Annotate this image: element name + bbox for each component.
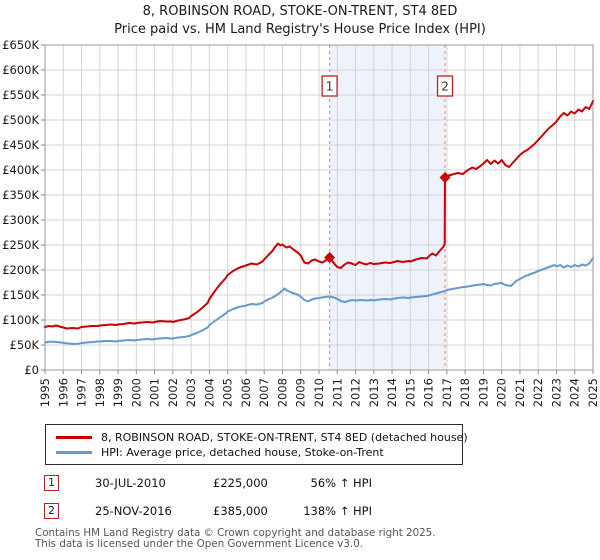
x-axis-tick-label: 2005 bbox=[221, 378, 235, 407]
footer-line-2: This data is licensed under the Open Gov… bbox=[35, 537, 364, 550]
y-axis-tick-label: £650K bbox=[2, 38, 39, 52]
x-axis-tick-label: 2007 bbox=[257, 378, 271, 407]
x-axis-tick-label: 2000 bbox=[129, 378, 143, 407]
transaction-1-date: 30-JUL-2010 bbox=[95, 476, 166, 490]
x-axis-tick-label: 2018 bbox=[458, 378, 472, 407]
x-axis-tick-label: 1999 bbox=[111, 378, 125, 407]
y-axis-tick-label: £150K bbox=[2, 288, 39, 302]
y-axis-tick-label: £350K bbox=[2, 188, 39, 202]
plot-border bbox=[44, 44, 594, 371]
chart-legend: 8, ROBINSON ROAD, STOKE-ON-TRENT, ST4 8E… bbox=[45, 424, 468, 465]
x-axis-tick-label: 2001 bbox=[148, 378, 162, 407]
property-price-line bbox=[44, 100, 594, 330]
transaction-2-price: £385,000 bbox=[213, 504, 268, 518]
y-axis-tick-label: £450K bbox=[2, 138, 39, 152]
transaction-2-hpi-change: 138% ↑ HPI bbox=[303, 504, 372, 518]
transaction-1-price: £225,000 bbox=[213, 476, 268, 490]
x-axis-tick-label: 2009 bbox=[294, 378, 308, 407]
legend-entry-property: 8, ROBINSON ROAD, STOKE-ON-TRENT, ST4 8E… bbox=[46, 430, 468, 445]
x-axis-tick-label: 2011 bbox=[330, 378, 344, 407]
y-axis-tick-label: £250K bbox=[2, 238, 39, 252]
sale-1-diamond-marker bbox=[324, 252, 336, 263]
x-axis-tick-label: 2024 bbox=[568, 378, 582, 407]
between-sales-band bbox=[329, 45, 446, 370]
y-axis-tick-label: £550K bbox=[2, 88, 39, 102]
x-axis-tick-label: 2002 bbox=[166, 378, 180, 407]
x-axis-tick-label: 2003 bbox=[184, 378, 198, 407]
sale-2-flag-number: 2 bbox=[441, 80, 449, 94]
sale-2-flag-box bbox=[436, 75, 454, 97]
y-axis-tick-label: £500K bbox=[2, 113, 39, 127]
license-footer: Contains HM Land Registry data © Crown c… bbox=[35, 528, 436, 550]
x-axis-tick-label: 1997 bbox=[75, 378, 89, 407]
y-axis-tick-label: £50K bbox=[10, 338, 40, 352]
sale-1-flag-number: 1 bbox=[326, 80, 334, 94]
x-axis-tick-label: 2013 bbox=[367, 378, 381, 407]
transaction-2-date: 25-NOV-2016 bbox=[95, 504, 172, 518]
x-axis-tick-label: 2004 bbox=[202, 378, 216, 407]
x-axis-tick-label: 1995 bbox=[38, 378, 52, 407]
transaction-row-2: 2 25-NOV-2016 £385,000 138% ↑ HPI bbox=[0, 503, 600, 523]
x-axis-tick-label: 2016 bbox=[422, 378, 436, 407]
y-axis-tick-label: £400K bbox=[2, 163, 39, 177]
legend-entry-hpi: HPI: Average price, detached house, Stok… bbox=[46, 445, 462, 460]
x-axis-tick-label: 2008 bbox=[275, 378, 289, 407]
sale-1-flag-box bbox=[321, 75, 338, 97]
price-history-chart: £0 £50K £100K £150K £200K £250K £300K £350K £400… bbox=[2, 38, 600, 407]
x-axis-tick-label: 2006 bbox=[239, 378, 253, 407]
x-axis-tick-label: 2021 bbox=[513, 378, 527, 407]
y-axis-tick-label: £300K bbox=[2, 213, 39, 227]
page-title: 8, ROBINSON ROAD, STOKE-ON-TRENT, ST4 8E… bbox=[142, 4, 458, 19]
transaction-row-1: 1 30-JUL-2010 £225,000 56% ↑ HPI bbox=[0, 475, 600, 495]
x-axis-tick-label: 2015 bbox=[403, 378, 417, 407]
legend-label-property: 8, ROBINSON ROAD, STOKE-ON-TRENT, ST4 8E… bbox=[101, 430, 468, 444]
legend-line-sample-blue bbox=[56, 450, 92, 454]
legend-line-sample-red bbox=[56, 435, 92, 439]
x-axis-tick-label: 2012 bbox=[349, 378, 363, 407]
y-axis-tick-label: £100K bbox=[2, 313, 39, 327]
x-axis-tick-label: 1996 bbox=[56, 378, 70, 407]
legend-label-hpi: HPI: Average price, detached house, Stok… bbox=[101, 445, 384, 459]
x-axis-tick-label: 2020 bbox=[495, 378, 509, 407]
x-axis-tick-label: 2019 bbox=[476, 378, 490, 407]
x-axis-tick-label: 2017 bbox=[440, 378, 454, 407]
hpi-line bbox=[44, 257, 594, 345]
transaction-1-hpi-change: 56% ↑ HPI bbox=[310, 476, 372, 490]
x-axis-tick-label: 2023 bbox=[549, 378, 563, 407]
sale-2-diamond-marker bbox=[439, 172, 451, 183]
y-axis-tick-label: £200K bbox=[2, 263, 39, 277]
x-axis-tick-label: 2022 bbox=[531, 378, 545, 407]
transaction-2-marker-badge: 2 bbox=[44, 503, 59, 519]
x-axis-tick-label: 2010 bbox=[312, 378, 326, 407]
transaction-1-marker-badge: 1 bbox=[44, 475, 59, 491]
x-axis-tick-label: 2025 bbox=[586, 378, 600, 407]
page-subtitle: Price paid vs. HM Land Registry's House … bbox=[114, 22, 486, 37]
x-axis-tick-label: 1998 bbox=[93, 378, 107, 407]
y-axis-tick-label: £0 bbox=[24, 363, 39, 377]
y-axis-tick-label: £600K bbox=[2, 63, 39, 77]
footer-line-1: Contains HM Land Registry data © Crown c… bbox=[35, 527, 436, 539]
x-axis-tick-label: 2014 bbox=[385, 378, 399, 407]
